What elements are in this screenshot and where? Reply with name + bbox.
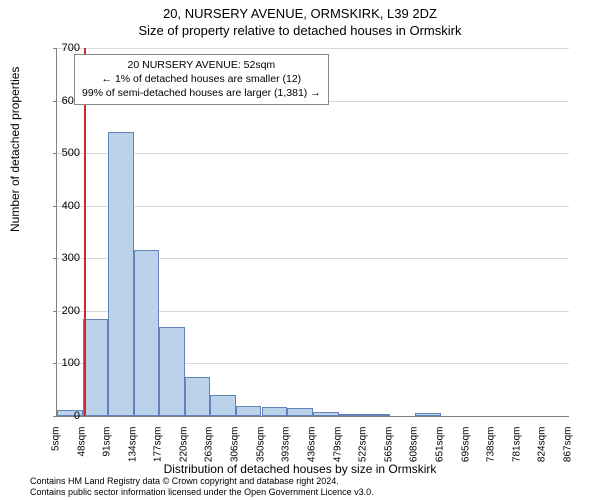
y-tick-label: 200 — [50, 305, 80, 317]
histogram-bar — [210, 395, 236, 416]
x-tick-label: 565sqm — [383, 427, 394, 469]
histogram-bar — [83, 319, 109, 416]
x-tick-label: 91sqm — [102, 427, 113, 469]
grid-line — [57, 48, 569, 49]
title-main: 20, NURSERY AVENUE, ORMSKIRK, L39 2DZ — [0, 0, 600, 21]
title-sub: Size of property relative to detached ho… — [0, 21, 600, 38]
x-tick-label: 177sqm — [153, 427, 164, 469]
x-tick-label: 824sqm — [537, 427, 548, 469]
histogram-bar — [108, 132, 134, 416]
info-box: 20 NURSERY AVENUE: 52sqm ← 1% of detache… — [74, 54, 329, 105]
histogram-bar — [185, 377, 211, 416]
histogram-bar — [364, 414, 390, 416]
x-tick-label: 48sqm — [76, 427, 87, 469]
x-tick-label: 220sqm — [178, 427, 189, 469]
x-tick-label: 436sqm — [307, 427, 318, 469]
grid-line — [57, 153, 569, 154]
x-axis-label: Distribution of detached houses by size … — [0, 462, 600, 476]
y-tick-label: 500 — [50, 147, 80, 159]
x-tick-label: 479sqm — [332, 427, 343, 469]
x-tick-label: 695sqm — [460, 427, 471, 469]
info-line-2: ← 1% of detached houses are smaller (12) — [82, 72, 321, 86]
x-tick-label: 738sqm — [486, 427, 497, 469]
x-tick-label: 263sqm — [204, 427, 215, 469]
y-tick-label: 300 — [50, 252, 80, 264]
x-tick-label: 867sqm — [563, 427, 574, 469]
y-tick-label: 0 — [50, 410, 80, 422]
histogram-bar — [287, 408, 313, 416]
y-tick-label: 400 — [50, 200, 80, 212]
histogram-bar — [339, 414, 365, 416]
x-tick-label: 5sqm — [51, 427, 62, 469]
x-tick-label: 350sqm — [255, 427, 266, 469]
y-tick-label: 700 — [50, 42, 80, 54]
histogram-bar — [134, 250, 160, 416]
x-tick-label: 651sqm — [434, 427, 445, 469]
x-tick-label: 781sqm — [511, 427, 522, 469]
x-tick-label: 608sqm — [409, 427, 420, 469]
histogram-bar — [159, 327, 185, 416]
y-tick-label: 100 — [50, 357, 80, 369]
histogram-bar — [313, 412, 339, 416]
histogram-bar — [262, 407, 288, 416]
histogram-bar — [236, 406, 262, 417]
x-tick-label: 134sqm — [127, 427, 138, 469]
x-tick-label: 306sqm — [229, 427, 240, 469]
x-tick-label: 522sqm — [358, 427, 369, 469]
footer-line-1: Contains HM Land Registry data © Crown c… — [30, 476, 374, 487]
y-axis-label: Number of detached properties — [8, 67, 22, 232]
footer-line-2: Contains public sector information licen… — [30, 487, 374, 498]
info-line-1: 20 NURSERY AVENUE: 52sqm — [82, 58, 321, 72]
x-tick-label: 393sqm — [281, 427, 292, 469]
info-line-3: 99% of semi-detached houses are larger (… — [82, 86, 321, 100]
grid-line — [57, 206, 569, 207]
histogram-bar — [415, 413, 441, 416]
